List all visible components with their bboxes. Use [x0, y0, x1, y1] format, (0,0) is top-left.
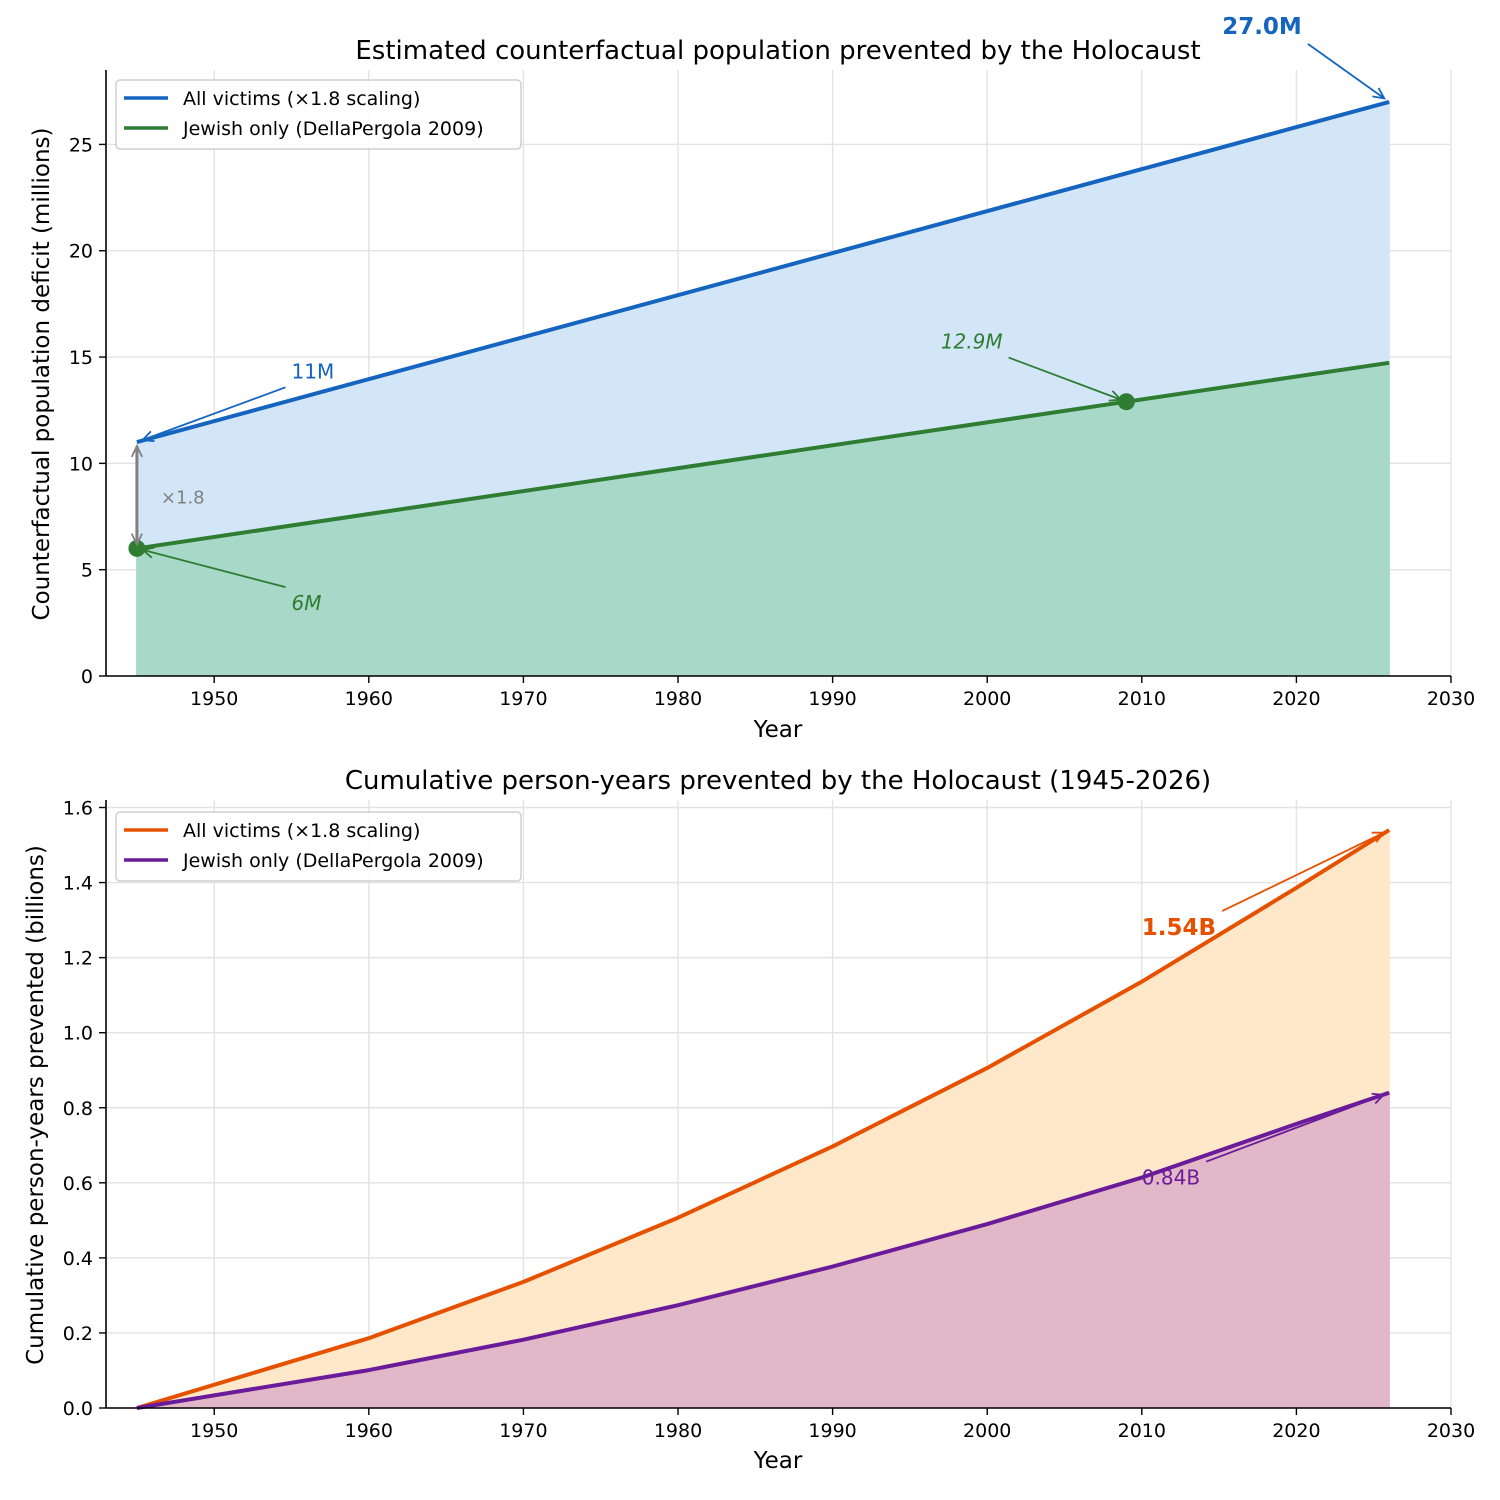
- annotation-arrow-12-9m: [1008, 356, 1122, 401]
- series-line-jewish-only-dellapergola-2009: [136, 1090, 1390, 1410]
- y-tick-label: 1.4: [63, 873, 93, 895]
- y-tick-label: 0.6: [63, 1173, 93, 1195]
- legend-frame: [115, 811, 522, 882]
- annotation-arrow-head-1-54b: [1371, 831, 1386, 843]
- x-tick-label: 2020: [1272, 688, 1320, 710]
- population-deficit-chart: 1950 1960 1970 1980 1990 2000 2010 2020 2030 051…: [29, 14, 1475, 743]
- x-tick-label: 2000: [963, 688, 1011, 710]
- x-tick-label: 1960: [345, 688, 393, 710]
- x-tick-label: 1980: [654, 688, 702, 710]
- y-tick-label: 0.8: [63, 1098, 93, 1120]
- y-tick-label: 25: [69, 134, 93, 156]
- annotation-6m: 6M: [292, 591, 322, 615]
- y-tick-label: 10: [69, 453, 93, 475]
- chart-title: Estimated counterfactual population prev…: [355, 36, 1200, 66]
- legend-label-jewish-only: Jewish only (DellaPergola 2009): [182, 850, 484, 872]
- x-tick-label: 1950: [190, 688, 238, 710]
- annotation-arrow-1-54b: [1221, 831, 1385, 912]
- x-axis-label: Year: [753, 1448, 803, 1474]
- annotation-arrow-head-27-0m: [1372, 87, 1386, 100]
- x-axis-label: Year: [753, 717, 803, 743]
- x-tick-label: 1980: [654, 1420, 702, 1442]
- data-point-1945: [128, 539, 146, 557]
- y-axis-label: Counterfactual population deficit (milli…: [29, 128, 55, 621]
- x-tick-label: 2030: [1427, 1420, 1475, 1442]
- y-axis-ticks: 0.0 0.2 0.4 0.6 0.8 1.0 1.2 1.4 1.6: [63, 798, 106, 1420]
- axes-spines: [105, 70, 1451, 677]
- scale-arrow-head-bottom: [130, 533, 143, 547]
- legend-label-jewish-only: Jewish only (DellaPergola 2009): [182, 118, 484, 140]
- scale-factor-label: ×1.8: [161, 487, 205, 508]
- legend-label-all-victims: All victims (×1.8 scaling): [183, 88, 420, 110]
- annotation-0-84b: 0.84B: [1142, 1166, 1200, 1190]
- annotation-arrow-0-84b: [1205, 1094, 1384, 1163]
- x-tick-label: 2010: [1118, 1420, 1166, 1442]
- y-axis-ticks: 0 5 10 15 20 25: [69, 134, 106, 688]
- legend: All victims (×1.8 scaling) Jewish only (…: [115, 811, 522, 882]
- x-tick-label: 1960: [345, 1420, 393, 1442]
- y-tick-label: 1.6: [63, 798, 93, 820]
- x-tick-label: 2020: [1272, 1420, 1320, 1442]
- annotation-arrow-11m: [142, 386, 286, 441]
- annotation-1-54b: 1.54B: [1142, 915, 1216, 941]
- annotation-arrow-head-12-9m: [1108, 390, 1123, 402]
- annotations: ×1.8 27.0M 11M 12.9M 6M: [130, 14, 1386, 615]
- cumulative-person-years-chart: 1950 1960 1970 1980 1990 2000 2010 2020 2030 0.0…: [23, 766, 1475, 1474]
- y-tick-label: 1.0: [63, 1023, 93, 1045]
- data-markers: [128, 393, 1135, 557]
- data-point-2009: [1117, 393, 1135, 411]
- scale-arrow-head-top: [130, 444, 143, 458]
- legend-frame: [115, 79, 522, 150]
- series-line-all-victims-1-8-scaling: [136, 828, 1391, 1410]
- y-tick-label: 0.4: [63, 1248, 93, 1270]
- x-tick-label: 1970: [499, 688, 547, 710]
- x-tick-label: 2000: [963, 1420, 1011, 1442]
- x-tick-label: 2030: [1427, 688, 1475, 710]
- series-line-all-victims-1-8-scaling: [136, 99, 1390, 445]
- y-tick-label: 15: [69, 347, 93, 369]
- x-tick-label: 1990: [808, 688, 856, 710]
- annotation-12-9m: 12.9M: [941, 330, 1003, 354]
- annotation-27-0m: 27.0M: [1222, 14, 1302, 40]
- chart-title: Cumulative person-years prevented by the…: [345, 766, 1211, 796]
- x-axis-ticks: 1950 1960 1970 1980 1990 2000 2010 2020 2030: [190, 676, 1475, 710]
- y-tick-label: 1.2: [63, 948, 93, 970]
- y-axis-label: Cumulative person-years prevented (billi…: [23, 845, 49, 1365]
- x-tick-label: 1950: [190, 1420, 238, 1442]
- y-tick-label: 5: [81, 560, 93, 582]
- annotation-11m: 11M: [292, 359, 335, 383]
- annotations: 1.54B 0.84B: [1142, 831, 1386, 1190]
- x-tick-label: 2010: [1118, 688, 1166, 710]
- annotation-arrow-head-11m: [140, 430, 155, 443]
- y-tick-label: 20: [69, 241, 93, 263]
- x-tick-label: 1970: [499, 1420, 547, 1442]
- legend-label-all-victims: All victims (×1.8 scaling): [183, 820, 420, 842]
- annotation-arrow-27-0m: [1307, 43, 1385, 100]
- axes-spines: [105, 800, 1451, 1409]
- series-lines: [136, 828, 1391, 1410]
- annotation-arrow-6m: [142, 549, 286, 588]
- y-tick-label: 0: [81, 666, 93, 688]
- y-tick-label: 0.2: [63, 1323, 93, 1345]
- annotation-arrow-head-0-84b: [1371, 1092, 1386, 1105]
- y-tick-label: 0.0: [63, 1398, 93, 1420]
- annotation-arrow-head-6m: [140, 546, 155, 559]
- x-axis-ticks: 1950 1960 1970 1980 1990 2000 2010 2020 2030: [190, 1408, 1475, 1442]
- x-tick-label: 1990: [808, 1420, 856, 1442]
- legend: All victims (×1.8 scaling) Jewish only (…: [115, 79, 522, 150]
